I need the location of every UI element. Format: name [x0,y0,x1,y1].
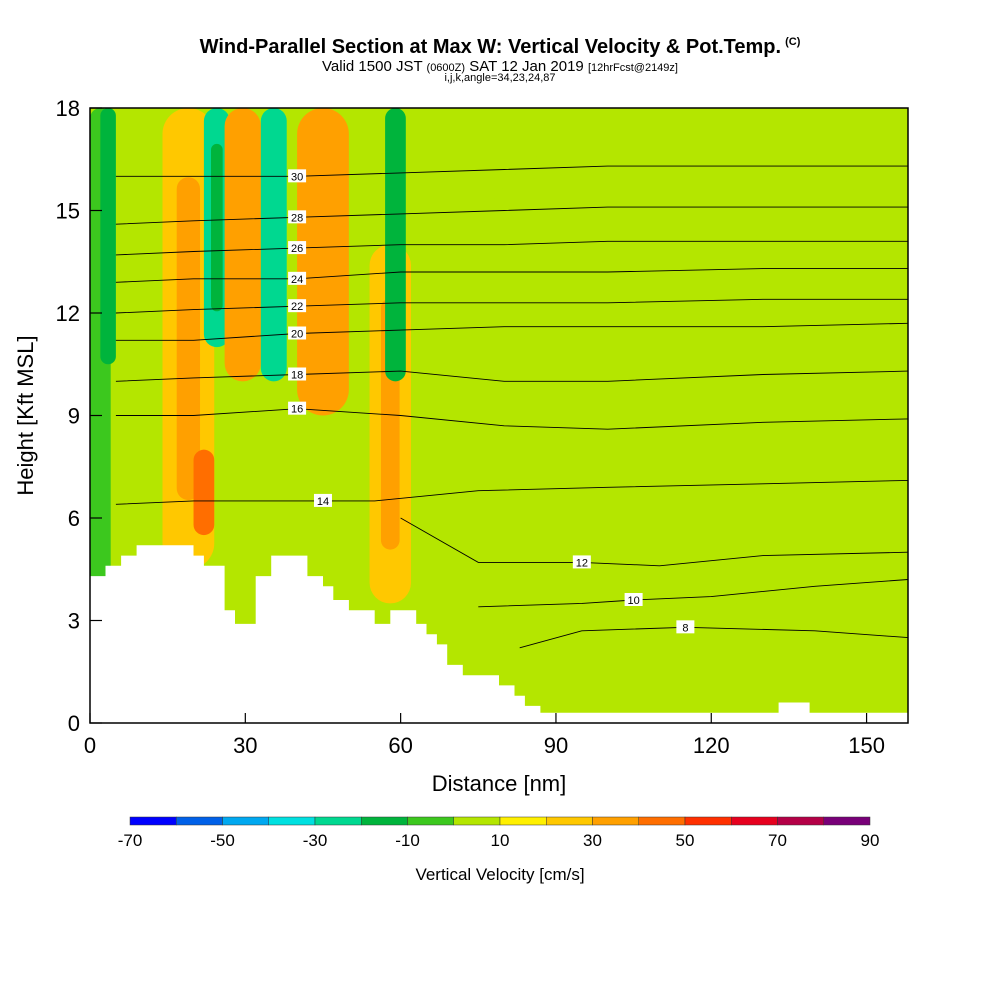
theta-label-26: 26 [291,243,303,255]
theta-label-bg-26 [288,241,307,255]
colorbar-bin-11 [638,816,686,826]
theta-contour-22 [115,298,908,314]
colorbar-tick-label: -70 [118,831,143,850]
y-tick-label: 18 [56,96,80,121]
colorbar-bin-9 [546,816,593,826]
theta-contour-18 [115,370,908,382]
colorbar-bin-12 [684,816,732,826]
colorbar-bin-14 [777,816,824,826]
theta-label-bg-10 [624,593,643,606]
terrain-mask [90,545,908,723]
theta-contour-12 [400,517,908,567]
colorbar-tick-label: -10 [395,831,420,850]
theta-label-bg-18 [288,367,307,381]
velocity-core-7 [311,154,335,370]
velocity-core-3 [199,462,209,523]
x-axis-label: Distance [nm] [432,771,567,796]
theta-label-28: 28 [291,212,303,224]
x-tick-label: 90 [544,733,568,758]
theta-contour-30 [115,165,908,177]
colorbar-bin-6 [407,816,454,826]
y-axis-label: Height [Kft MSL] [13,335,38,495]
x-tick-label: 120 [693,733,730,758]
theta-label-10: 10 [627,595,639,607]
x-tick-label: 30 [233,733,257,758]
velocity-region-1 [100,108,116,365]
colorbar-tick-label: 90 [861,831,880,850]
colorbar-tick-label: 10 [491,831,510,850]
theta-contour-10 [478,579,908,608]
subtitle-date: SAT 12 Jan 2019 [469,58,584,75]
y-tick-label: 3 [68,609,80,634]
theta-label-bg-8 [676,620,695,634]
colorbar-bin-8 [499,816,547,826]
colorbar-bin-15 [823,816,871,826]
colorbar-tick-label: -50 [210,831,235,850]
theta-label-bg-16 [288,401,307,415]
theta-label-14: 14 [317,496,329,508]
y-tick-label: 6 [68,506,80,531]
colorbar-tick-label: 70 [768,831,787,850]
subtitle-zulu: (0600Z) [426,62,466,74]
colorbar-tick-label: -30 [303,831,328,850]
velocity-core-5 [234,149,251,341]
chart-indices-line: i,j,k,angle=34,23,24,87 [444,72,556,84]
theta-contour-26 [115,240,908,256]
velocity-core-2 [176,177,201,501]
theta-contour-28 [115,206,908,225]
theta-label-18: 18 [291,370,303,382]
x-tick-label: 150 [848,733,885,758]
x-tick-label: 0 [84,733,96,758]
y-tick-label: 15 [56,199,80,224]
theta-label-bg-28 [288,210,307,224]
theta-contour-24 [115,268,908,283]
theta-label-8: 8 [682,622,688,634]
theta-contour-16 [115,408,908,430]
theta-contour-14 [115,479,908,505]
colorbar-bin-2 [222,816,269,826]
theta-label-bg-14 [313,493,332,507]
theta-label-12: 12 [576,557,588,569]
subtitle-forecast: [12hrFcst@2149z] [587,62,678,74]
velocity-core-4 [211,143,223,312]
chart-title-mark: (C) [785,36,801,49]
colorbar-bin-7 [453,816,501,826]
chart-title-text: Wind-Parallel Section at Max W: Vertical… [199,36,782,58]
theta-contour-20 [115,322,908,341]
theta-label-22: 22 [291,301,303,313]
theta-label-bg-30 [288,169,307,183]
colorbar-bin-5 [361,816,408,826]
theta-label-20: 20 [291,329,303,341]
chart-title-block: Wind-Parallel Section at Max W: Vertical… [0,36,1000,84]
colorbar-bin-1 [176,816,223,826]
theta-label-24: 24 [291,274,303,286]
theta-label-bg-12 [572,555,591,569]
y-tick-label: 12 [56,301,80,326]
y-tick-label: 9 [68,404,80,429]
colorbar-tick-label: 50 [676,831,695,850]
theta-label-bg-24 [288,271,307,285]
velocity-core-6 [267,149,280,341]
y-tick-label: 0 [68,711,80,736]
colorbar-bin-10 [592,816,639,826]
colorbar-bin-0 [129,816,177,826]
subtitle-valid: Valid 1500 JST [322,58,423,75]
colorbar-label: Vertical Velocity [cm/s] [415,865,584,884]
chart-subtitle: Valid 1500 JST (0600Z) SAT 12 Jan 2019 [… [0,58,1000,75]
theta-label-bg-22 [288,299,307,313]
x-tick-label: 60 [388,733,412,758]
theta-label-30: 30 [291,171,303,183]
chart-title: Wind-Parallel Section at Max W: Vertical… [0,36,1000,59]
theta-label-bg-20 [288,326,307,340]
colorbar-tick-label: 30 [583,831,602,850]
colorbar-bin-3 [268,816,316,826]
theta-label-16: 16 [291,404,303,416]
colorbar-bin-13 [731,816,778,826]
velocity-core-10 [573,198,782,623]
colorbar-bin-4 [314,816,362,826]
